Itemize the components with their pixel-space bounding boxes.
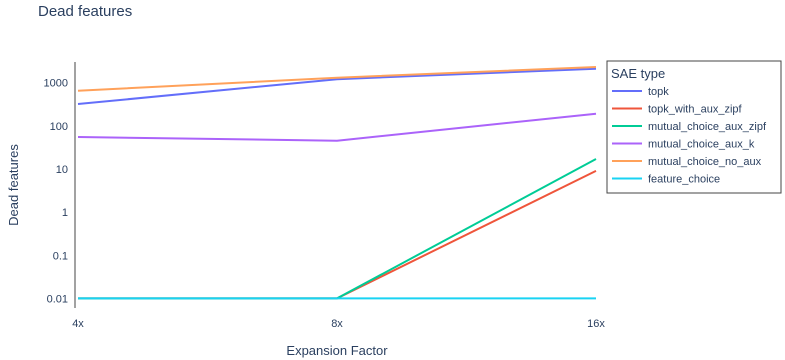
y-tick-label: 0.1 xyxy=(53,250,68,262)
x-tick-label: 16x xyxy=(587,318,605,330)
series-line-mutual-choice-aux-k xyxy=(77,112,597,142)
legend-item-label[interactable]: topk xyxy=(648,86,669,98)
series-lines xyxy=(77,66,597,300)
series-line-mutual-choice-no-aux xyxy=(77,66,597,92)
series-line-topk-with-aux-zipf xyxy=(78,170,597,300)
legend: SAE type topk topk_with_aux_zipf mutual_ch… xyxy=(606,60,782,194)
legend-item-label[interactable]: mutual_choice_aux_k xyxy=(648,139,755,151)
series-line-topk xyxy=(77,67,597,105)
legend-item-label[interactable]: feature_choice xyxy=(648,174,720,186)
y-axis-ticks: 1000 100 10 1 0.1 0.01 xyxy=(44,78,68,306)
y-tick-label: 0.01 xyxy=(47,293,68,305)
chart-title: Dead features xyxy=(38,3,132,20)
x-axis-ticks: 4x 8x 16x xyxy=(72,318,605,330)
y-tick-label: 1 xyxy=(62,207,68,219)
x-axis-title: Expansion Factor xyxy=(286,343,388,358)
y-tick-label: 100 xyxy=(50,121,68,133)
x-tick-label: 8x xyxy=(331,318,343,330)
legend-item-label[interactable]: mutual_choice_aux_zipf xyxy=(648,121,767,133)
y-tick-label: 1000 xyxy=(44,78,68,90)
legend-item-label[interactable]: mutual_choice_no_aux xyxy=(648,156,762,168)
series-line-mutual-choice-aux-zipf xyxy=(78,158,597,300)
legend-item-label[interactable]: topk_with_aux_zipf xyxy=(648,104,743,116)
x-tick-label: 4x xyxy=(72,318,84,330)
y-tick-label: 10 xyxy=(56,164,68,176)
y-axis-title: Dead features xyxy=(6,144,21,226)
legend-title: SAE type xyxy=(611,66,665,81)
